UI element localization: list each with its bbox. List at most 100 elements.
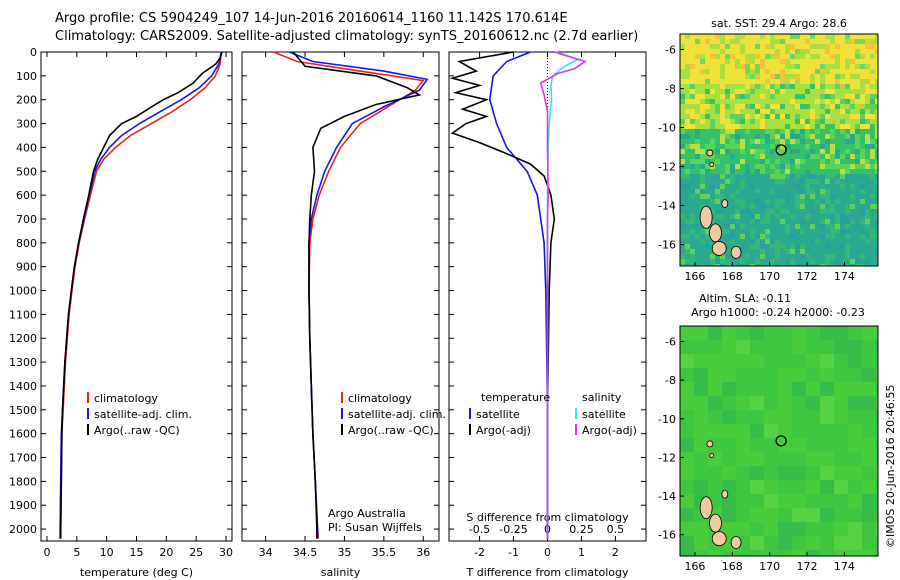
map-cell <box>778 452 792 466</box>
map-cell <box>820 144 825 149</box>
map-cell <box>755 219 760 224</box>
map-cell <box>815 204 820 209</box>
map-cell <box>695 254 700 259</box>
map-cell <box>735 209 740 214</box>
map-cell <box>875 179 878 184</box>
map-cell <box>875 124 878 129</box>
map-cell <box>840 154 845 159</box>
map-cell <box>740 179 745 184</box>
map-cell <box>710 264 715 266</box>
map-cell <box>806 382 820 396</box>
map-cell <box>750 79 755 84</box>
map-cell <box>785 254 790 259</box>
map-cell <box>876 480 878 494</box>
map-cell <box>775 99 780 104</box>
legend-title: salinity <box>582 391 622 404</box>
map-cell <box>815 259 820 264</box>
map-cell <box>708 424 722 438</box>
map-cell <box>875 44 878 49</box>
map-cell <box>850 169 855 174</box>
map-cell <box>820 114 825 119</box>
map-cell <box>806 396 820 410</box>
map-cell <box>736 396 750 410</box>
map-cell <box>765 94 770 99</box>
map-cell <box>720 124 725 129</box>
map-cell <box>720 39 725 44</box>
map-cell <box>755 189 760 194</box>
map-cell <box>750 382 764 396</box>
map-cell <box>765 89 770 94</box>
map-cell <box>690 44 695 49</box>
map-cell <box>805 174 810 179</box>
map-cell <box>790 54 795 59</box>
island <box>730 245 742 259</box>
map-cell <box>795 114 800 119</box>
map-cell <box>795 214 800 219</box>
map-cell <box>805 164 810 169</box>
map-cell <box>685 89 690 94</box>
map-cell <box>750 104 755 109</box>
map-cell <box>745 99 750 104</box>
map-cell <box>750 396 764 410</box>
map-cell <box>775 89 780 94</box>
map-cell <box>820 139 825 144</box>
map-cell <box>745 184 750 189</box>
map-cell <box>840 184 845 189</box>
map-cell <box>690 224 695 229</box>
map-cell <box>795 249 800 254</box>
map-cell <box>735 169 740 174</box>
map-cell <box>690 119 695 124</box>
map-cell <box>865 129 870 134</box>
map-cell <box>770 39 775 44</box>
map-cell <box>725 179 730 184</box>
map-cell <box>835 189 840 194</box>
map-cell <box>790 149 795 154</box>
map-cell <box>875 254 878 259</box>
map-cell <box>805 149 810 154</box>
map-cell <box>870 124 875 129</box>
map-cell <box>750 452 764 466</box>
map-cell <box>770 49 775 54</box>
map-cell <box>860 39 865 44</box>
map-cell <box>815 119 820 124</box>
map-cell <box>778 480 792 494</box>
map-cell <box>775 234 780 239</box>
map-cell <box>780 44 785 49</box>
map-cell <box>800 174 805 179</box>
map-cell <box>810 234 815 239</box>
map-cell <box>765 244 770 249</box>
map-cell <box>745 34 750 39</box>
map-cell <box>685 49 690 54</box>
map-cell <box>710 144 715 149</box>
map-cell <box>806 536 820 550</box>
map-cell <box>865 149 870 154</box>
map-cell <box>848 480 862 494</box>
map-cell <box>760 209 765 214</box>
map-cell <box>715 199 720 204</box>
map-cell <box>790 119 795 124</box>
map-cell <box>835 229 840 234</box>
map-cell <box>855 179 860 184</box>
map-cell <box>835 234 840 239</box>
map-cell <box>708 550 722 556</box>
map-cell <box>680 79 685 84</box>
map-cell <box>765 229 770 234</box>
map-cell <box>800 159 805 164</box>
map-cell <box>820 494 834 508</box>
map-cell <box>825 179 830 184</box>
lat-tick-label: -6 <box>665 44 676 57</box>
map-cell <box>685 129 690 134</box>
map-cell <box>850 244 855 249</box>
map-cell <box>862 340 876 354</box>
map-cell <box>790 159 795 164</box>
map-cell <box>792 438 806 452</box>
map-cell <box>855 184 860 189</box>
map-cell <box>700 234 705 239</box>
y-tick-label: 1300 <box>9 356 37 369</box>
map-cell <box>760 139 765 144</box>
map-cell <box>735 79 740 84</box>
map-cell <box>695 244 700 249</box>
map-cell <box>810 204 815 209</box>
island <box>699 205 713 229</box>
map-cell <box>825 139 830 144</box>
